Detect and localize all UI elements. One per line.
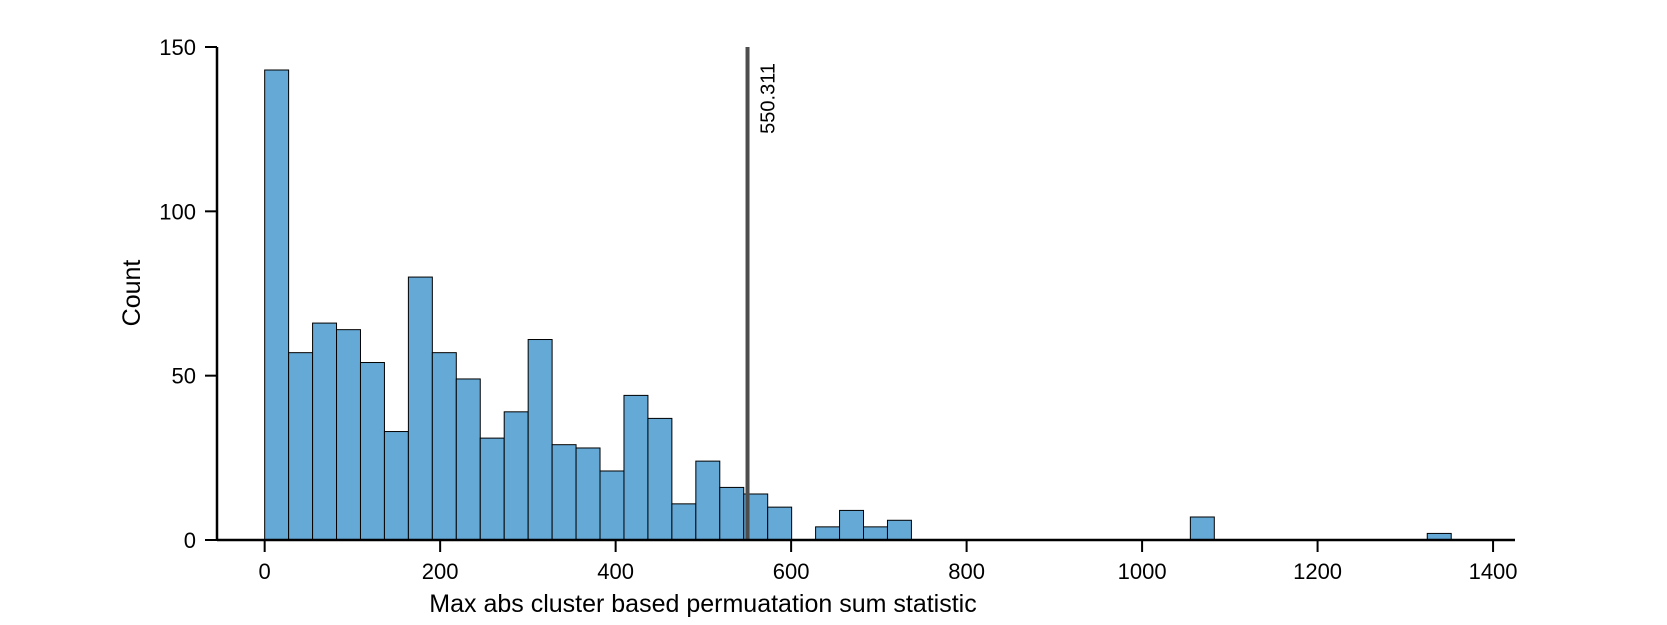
histogram-bar xyxy=(623,394,649,541)
axes-layer: 0 50 100 150 0 200 400 600 800 1000 1200 1400 xyxy=(159,35,1517,584)
histogram-bar xyxy=(767,506,793,541)
reference-line-layer: 550.311 xyxy=(745,47,780,540)
x-tick-label: 0 xyxy=(259,559,271,584)
histogram-bar xyxy=(886,519,912,541)
histogram-bar xyxy=(431,352,457,541)
histogram-bar xyxy=(575,447,601,541)
x-tick-label: 1400 xyxy=(1469,559,1518,584)
y-tick-label: 50 xyxy=(172,364,196,389)
x-tick-label: 200 xyxy=(422,559,459,584)
y-axis-label: Count xyxy=(118,260,146,327)
histogram-bar xyxy=(815,526,841,541)
bars-layer xyxy=(264,69,1452,541)
histogram-bar xyxy=(264,69,290,541)
x-ticks: 0 200 400 600 800 1000 1200 1400 xyxy=(259,540,1518,584)
histogram-bar xyxy=(288,352,314,541)
histogram-bar xyxy=(407,276,433,541)
x-axis-label: Max abs cluster based permuatation sum s… xyxy=(429,590,976,618)
histogram-bar xyxy=(359,362,385,541)
x-tick-label: 800 xyxy=(948,559,985,584)
y-tick-label: 100 xyxy=(159,199,196,224)
histogram-bar xyxy=(503,411,529,541)
histogram-bar xyxy=(719,486,745,541)
histogram-bar xyxy=(336,329,361,541)
histogram-bar xyxy=(695,460,721,541)
histogram-bar xyxy=(863,526,888,541)
histogram-bar xyxy=(312,322,338,541)
histogram-bar xyxy=(527,339,553,541)
x-tick-label: 600 xyxy=(773,559,810,584)
histogram-bar xyxy=(647,417,673,541)
reference-line-label: 550.311 xyxy=(758,63,780,134)
y-ticks: 0 50 100 150 xyxy=(159,35,217,553)
x-tick-label: 400 xyxy=(597,559,634,584)
histogram-bar xyxy=(1189,516,1215,541)
x-tick-label: 1200 xyxy=(1293,559,1342,584)
histogram-bar xyxy=(479,437,505,541)
x-tick-label: 1000 xyxy=(1118,559,1167,584)
y-tick-label: 150 xyxy=(159,35,196,60)
histogram-bar xyxy=(551,444,577,541)
histogram-bar xyxy=(455,378,481,541)
histogram-bar xyxy=(383,431,409,541)
histogram-bar xyxy=(839,509,865,541)
histogram-bar xyxy=(671,503,697,541)
y-tick-label: 0 xyxy=(184,528,196,553)
histogram-bar xyxy=(599,470,625,541)
